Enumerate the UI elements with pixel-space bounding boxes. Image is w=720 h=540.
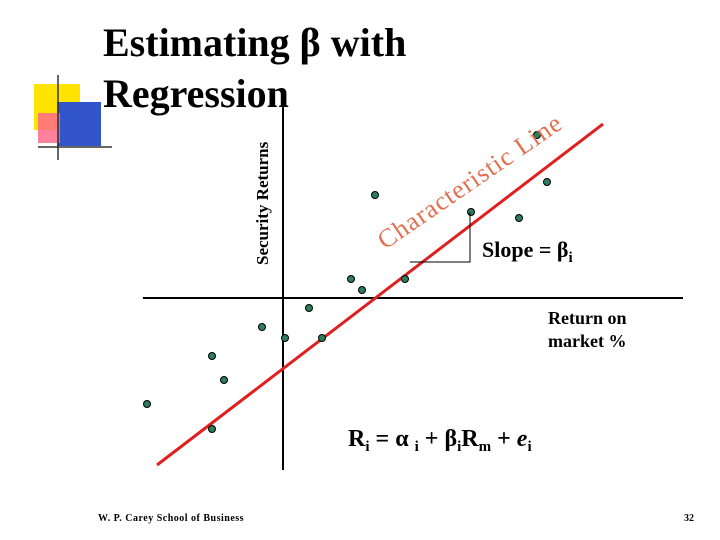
points [143, 131, 551, 433]
eq-sub: i [415, 439, 419, 455]
point [318, 334, 326, 342]
decoration [34, 75, 112, 160]
point [371, 191, 379, 199]
eq-sub: m [479, 439, 492, 455]
point [208, 425, 216, 433]
eq-sub: i [365, 439, 369, 455]
point [305, 304, 313, 312]
regression-line [156, 122, 604, 467]
x-axis-label: Return on [548, 308, 627, 328]
point [143, 400, 151, 408]
eq-sub: i [527, 439, 531, 455]
point [258, 323, 266, 331]
eq-part: + β [419, 426, 457, 452]
point [220, 376, 228, 384]
slope-text: Slope = β [482, 237, 568, 262]
y-axis-label: Security Returns [253, 141, 272, 265]
slope-bracket [410, 212, 471, 263]
blue-square [57, 102, 101, 146]
eq-part: + [491, 426, 517, 452]
point [281, 334, 289, 342]
point [533, 131, 541, 139]
point [401, 275, 409, 283]
slope-label: Slope = βi [482, 237, 573, 266]
eq-part: = α [370, 426, 415, 452]
x-axis-label: market % [548, 331, 626, 351]
point [467, 208, 475, 216]
point [515, 214, 523, 222]
equation: Ri = α i + βiRm + ei [348, 426, 532, 455]
eq-part: R [348, 426, 366, 452]
eq-sub: i [457, 439, 461, 455]
title: Estimating β with [103, 20, 406, 65]
page-number: 32 [684, 513, 694, 524]
point [208, 352, 216, 360]
title: Regression [103, 71, 289, 116]
point [358, 286, 366, 294]
pink-square [38, 113, 60, 143]
footer: W. P. Carey School of Business [98, 513, 244, 524]
eq-part: R [461, 426, 479, 452]
point [543, 178, 551, 186]
eq-part: e [517, 426, 528, 452]
point [347, 275, 355, 283]
slope-sub: i [568, 250, 572, 266]
